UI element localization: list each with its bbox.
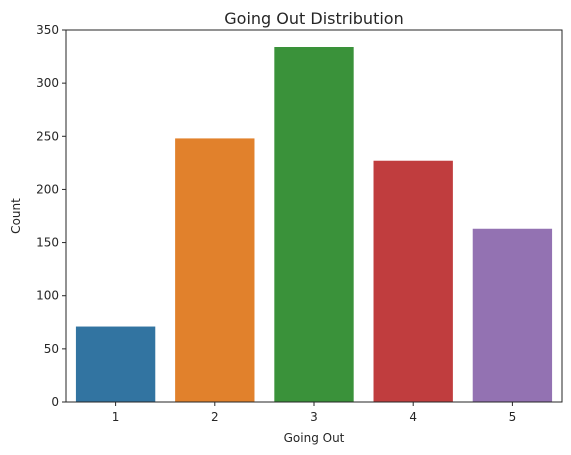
y-tick-label: 200 bbox=[36, 182, 59, 196]
x-tick-label: 2 bbox=[211, 410, 219, 424]
y-axis-label: Count bbox=[9, 198, 23, 234]
y-axis-ticks: 0 50 100 150 200 250 300 350 bbox=[36, 23, 66, 409]
y-tick-label: 150 bbox=[36, 236, 59, 250]
chart-title: Going Out Distribution bbox=[224, 9, 403, 28]
y-tick-label: 50 bbox=[44, 342, 59, 356]
x-tick-label: 1 bbox=[112, 410, 120, 424]
bars-group bbox=[75, 47, 553, 403]
bar-2 bbox=[175, 138, 255, 402]
bar-4 bbox=[373, 160, 453, 402]
bar-3 bbox=[274, 47, 354, 403]
plot-frame bbox=[65, 29, 563, 403]
x-tick-label: 5 bbox=[509, 410, 517, 424]
y-tick-label: 300 bbox=[36, 76, 59, 90]
x-axis-label: Going Out bbox=[284, 431, 345, 445]
bar-5 bbox=[472, 228, 553, 402]
bar-1 bbox=[75, 326, 156, 402]
x-axis-ticks: 1 2 3 4 5 bbox=[112, 402, 516, 424]
y-tick-label: 350 bbox=[36, 23, 59, 37]
x-tick-label: 4 bbox=[409, 410, 417, 424]
y-tick-label: 100 bbox=[36, 289, 59, 303]
x-tick-label: 3 bbox=[310, 410, 318, 424]
y-tick-label: 0 bbox=[51, 395, 59, 409]
y-tick-label: 250 bbox=[36, 129, 59, 143]
